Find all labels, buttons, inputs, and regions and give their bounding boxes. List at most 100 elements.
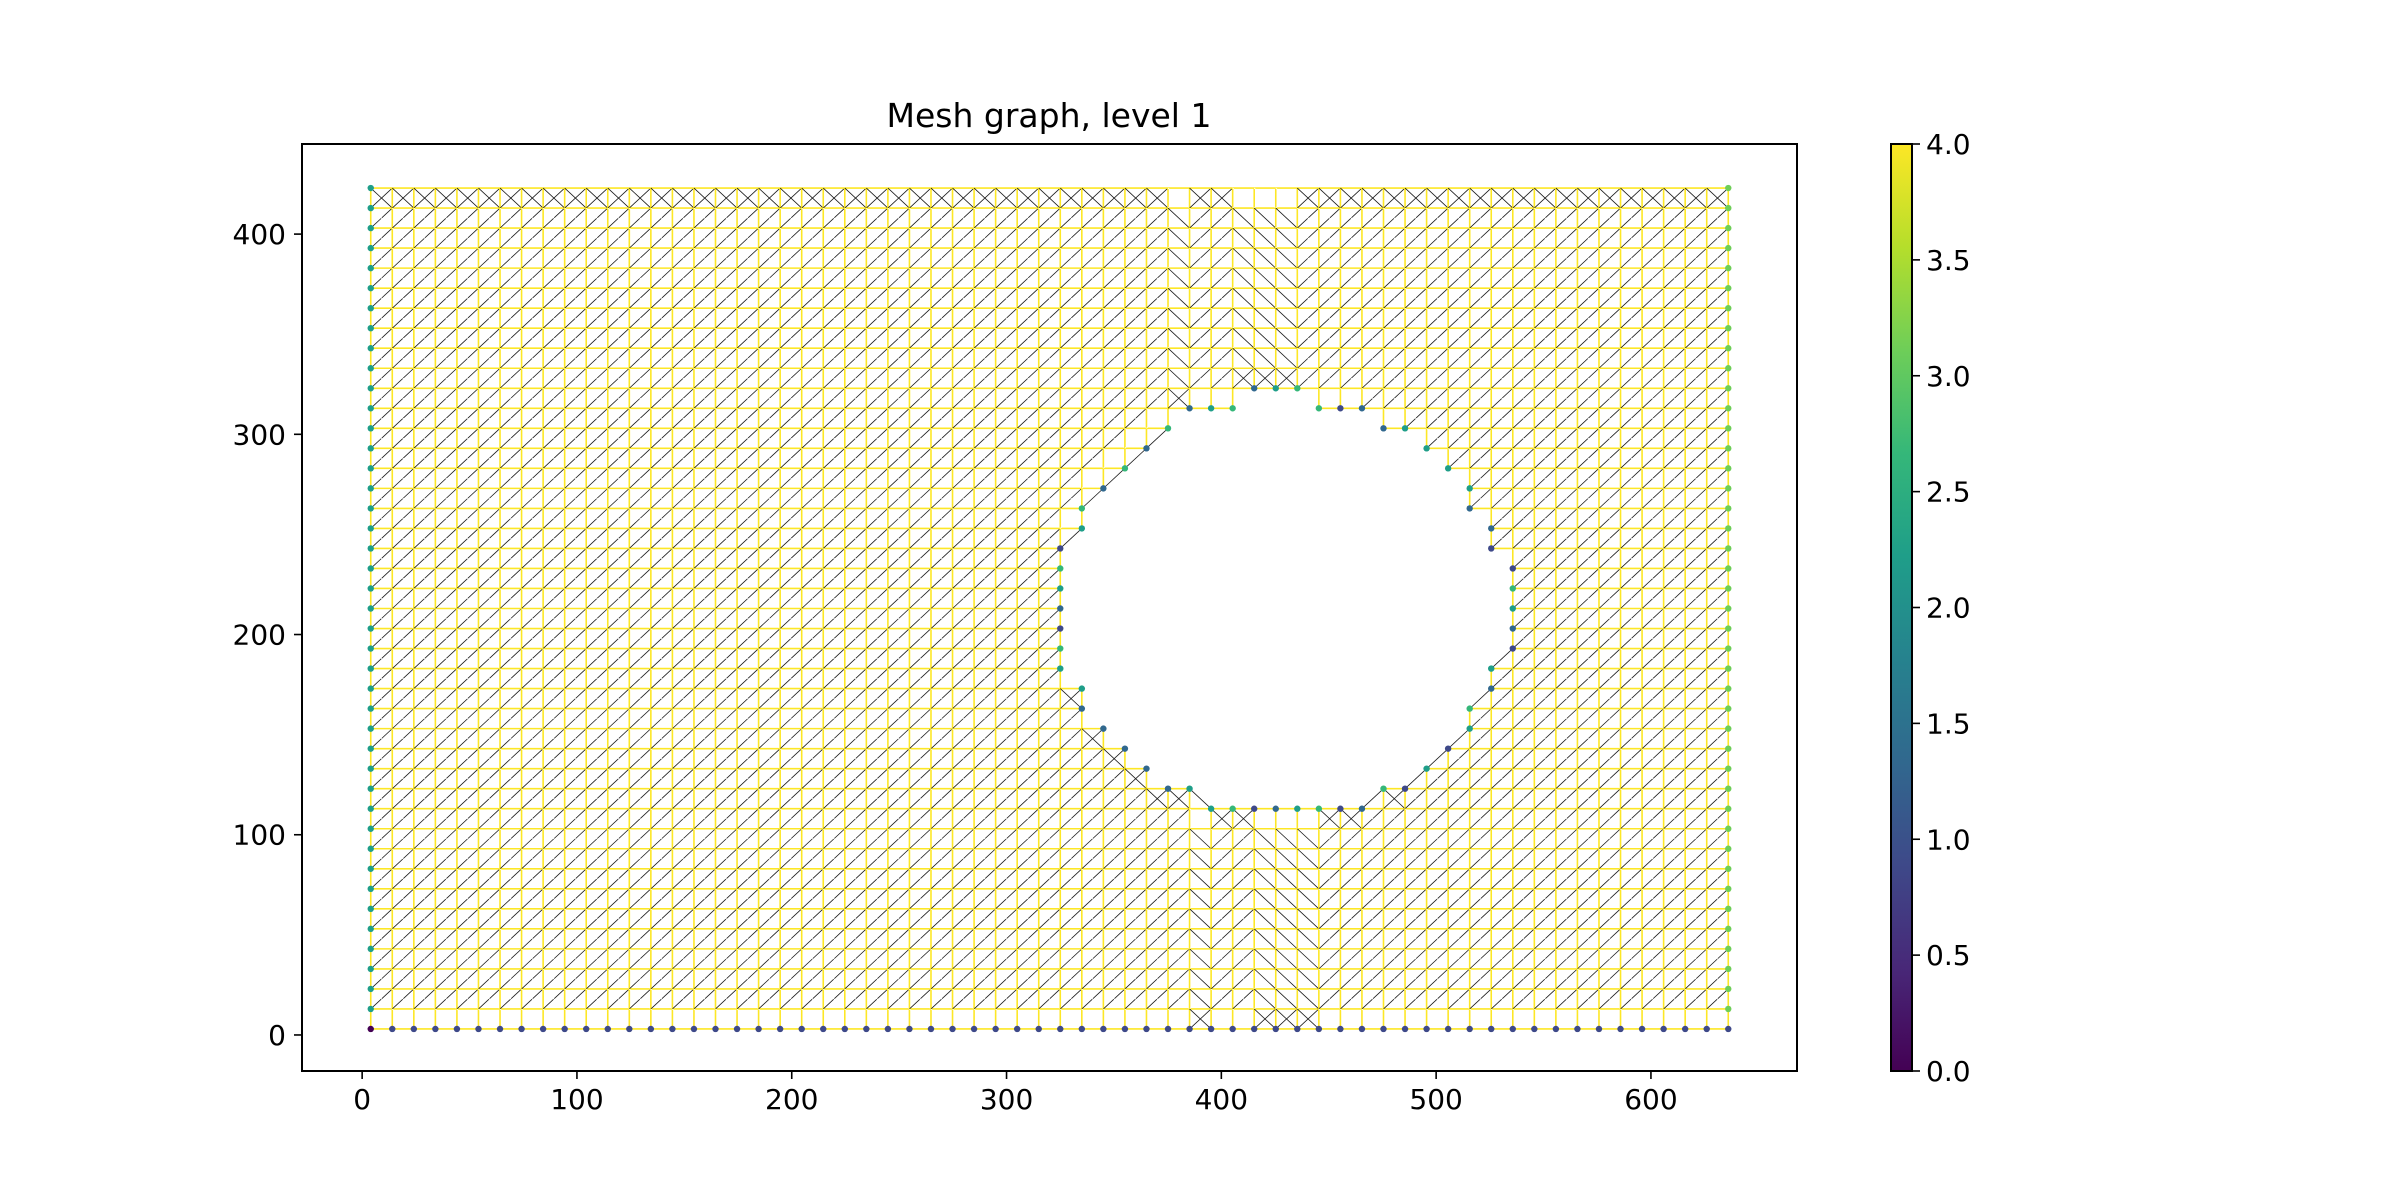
mesh-edge <box>478 728 501 749</box>
plot-area <box>367 184 1732 1033</box>
mesh-edge <box>801 768 824 789</box>
mesh-edge <box>672 448 695 469</box>
mesh-edge <box>521 988 544 1010</box>
mesh-edge <box>801 748 824 769</box>
mesh-edge <box>930 608 953 629</box>
mesh-edge <box>629 327 652 349</box>
mesh-edge <box>758 528 781 549</box>
mesh-edge <box>844 588 867 609</box>
mesh-edge <box>715 908 738 930</box>
mesh-edge <box>822 347 846 369</box>
mesh-edge <box>456 307 479 329</box>
mesh-edge <box>822 888 846 910</box>
mesh-edge <box>521 187 544 209</box>
mesh-edge <box>736 548 759 569</box>
mesh-edge <box>478 448 501 469</box>
mesh-edge <box>887 988 910 1010</box>
mesh-edge <box>478 988 501 1010</box>
mesh-edge <box>478 1008 501 1030</box>
mesh-edge <box>952 708 975 729</box>
mesh-edge <box>456 448 479 469</box>
mesh-edge <box>736 488 759 509</box>
mesh-edge <box>413 588 436 609</box>
mesh-edge <box>672 768 695 789</box>
mesh-edge <box>930 327 953 349</box>
mesh-edge <box>521 387 544 409</box>
mesh-edge <box>499 848 522 870</box>
mesh-edge <box>822 488 846 509</box>
mesh-edge <box>564 628 587 649</box>
mesh-edge <box>413 508 436 529</box>
mesh-edge <box>607 528 630 549</box>
mesh-edge <box>607 708 630 729</box>
mesh-edge <box>672 808 695 830</box>
mesh-edge <box>478 608 501 629</box>
mesh-edge <box>672 828 695 850</box>
mesh-edge <box>370 648 393 669</box>
mesh-edge <box>629 448 652 469</box>
mesh-edge <box>435 928 458 950</box>
mesh-edge <box>607 247 630 269</box>
mesh-edge <box>370 928 393 950</box>
mesh-edge <box>801 488 824 509</box>
mesh-edge <box>736 387 759 409</box>
mesh-edge <box>758 287 781 309</box>
mesh-edge <box>607 848 630 870</box>
mesh-edge <box>521 728 544 749</box>
mesh-edge <box>930 548 953 569</box>
mesh-edge <box>521 748 544 769</box>
mesh-edge <box>521 808 544 830</box>
mesh-edge <box>564 387 587 409</box>
mesh-edge <box>779 728 802 749</box>
mesh-edge <box>822 367 846 389</box>
mesh-edge <box>585 668 609 689</box>
mesh-edge <box>607 347 630 369</box>
mesh-edge <box>650 868 673 890</box>
mesh-edge <box>370 187 393 209</box>
mesh-edge <box>650 608 673 629</box>
mesh-edge <box>930 688 953 709</box>
mesh-edge <box>801 508 824 529</box>
mesh-edge <box>585 508 609 529</box>
mesh-edge <box>499 247 522 269</box>
mesh-edge <box>392 528 415 549</box>
mesh-edge <box>629 407 652 429</box>
mesh-edge <box>693 347 716 369</box>
mesh-edge <box>521 287 544 309</box>
mesh-edge <box>672 728 695 749</box>
mesh-edge <box>521 347 544 369</box>
mesh-edge <box>715 788 738 810</box>
mesh-edge <box>736 888 759 910</box>
mesh-edge <box>952 448 975 469</box>
mesh-edge <box>521 508 544 529</box>
mesh-edge <box>607 828 630 850</box>
mesh-edge <box>672 508 695 529</box>
mesh-edge <box>672 668 695 689</box>
mesh-edge <box>693 548 716 569</box>
mesh-edge <box>930 828 953 850</box>
mesh-edge <box>542 387 565 409</box>
mesh-edge <box>736 347 759 369</box>
mesh-edge <box>779 267 802 289</box>
mesh-edge <box>930 948 953 970</box>
mesh-edge <box>930 788 953 810</box>
mesh-edge <box>715 367 738 389</box>
mesh-edge <box>435 968 458 990</box>
mesh-edge <box>413 648 436 669</box>
mesh-edge <box>736 187 759 209</box>
mesh-edge <box>499 407 522 429</box>
mesh-edge <box>887 728 910 749</box>
mesh-edge <box>435 948 458 970</box>
mesh-edge <box>866 287 889 309</box>
mesh-edge <box>435 347 458 369</box>
mesh-edge <box>822 728 846 749</box>
mesh-edge <box>456 928 479 950</box>
mesh-edge <box>521 568 544 589</box>
chart-title: Mesh graph, level 1 <box>887 96 1212 135</box>
mesh-edge <box>413 428 436 449</box>
mesh-edge <box>672 788 695 810</box>
mesh-edge <box>779 608 802 629</box>
mesh-edge <box>693 988 716 1010</box>
mesh-edge <box>866 428 889 449</box>
mesh-edge <box>542 287 565 309</box>
